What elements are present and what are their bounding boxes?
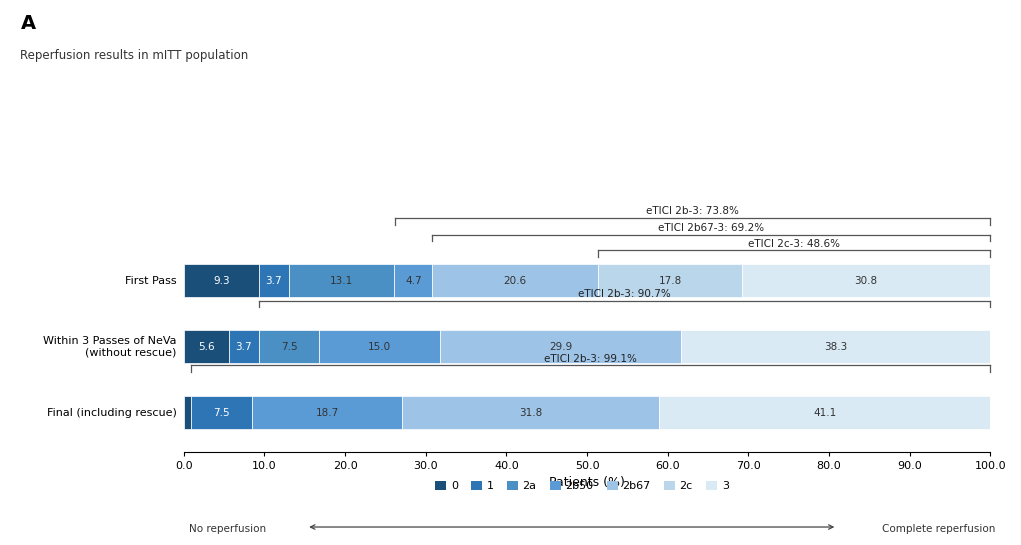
Bar (742, 264, 990, 298)
Text: eTICI 2c-3: 48.6%: eTICI 2c-3: 48.6% (748, 239, 840, 249)
Text: 41.1: 41.1 (813, 408, 836, 418)
Bar (258, 330, 320, 364)
Text: 20.6: 20.6 (503, 276, 527, 286)
Text: 7.5: 7.5 (281, 342, 297, 352)
Text: 18.7: 18.7 (315, 408, 339, 418)
Text: 31.8: 31.8 (519, 408, 542, 418)
Text: Complete reperfusion: Complete reperfusion (882, 524, 995, 534)
Text: 13.1: 13.1 (330, 276, 353, 286)
Bar (184, 264, 258, 298)
Text: eTICI 2b-3: 73.8%: eTICI 2b-3: 73.8% (646, 207, 739, 216)
Bar (432, 264, 598, 298)
Text: 3.7: 3.7 (265, 276, 282, 286)
Text: eTICI 2b-3: 90.7%: eTICI 2b-3: 90.7% (578, 289, 671, 299)
Bar (191, 396, 251, 429)
Bar (184, 330, 229, 364)
Legend: 0, 1, 2a, 2b50, 2b67, 2c, 3: 0, 1, 2a, 2b50, 2b67, 2c, 3 (431, 477, 733, 496)
Text: Reperfusion results in mITT population: Reperfusion results in mITT population (20, 49, 249, 62)
Text: 5.6: 5.6 (198, 342, 214, 352)
Bar (320, 330, 440, 364)
Bar (681, 330, 990, 364)
Bar (258, 264, 289, 298)
Text: 4.7: 4.7 (405, 276, 422, 286)
Text: 30.8: 30.8 (855, 276, 878, 286)
Bar (251, 396, 402, 429)
Text: eTICI 2b-3: 99.1%: eTICI 2b-3: 99.1% (544, 354, 637, 364)
Text: A: A (20, 14, 36, 33)
Bar (289, 264, 394, 298)
Bar (598, 264, 742, 298)
Text: 15.0: 15.0 (369, 342, 391, 352)
Bar (229, 330, 258, 364)
Text: 9.3: 9.3 (213, 276, 230, 286)
Text: 17.8: 17.8 (659, 276, 682, 286)
Bar (184, 396, 191, 429)
Bar (402, 396, 659, 429)
Text: 29.9: 29.9 (549, 342, 573, 352)
Text: 7.5: 7.5 (213, 408, 230, 418)
Bar (440, 330, 681, 364)
Text: No reperfusion: No reperfusion (189, 524, 266, 534)
Bar (394, 264, 432, 298)
Text: 3.7: 3.7 (236, 342, 252, 352)
Bar (659, 396, 990, 429)
X-axis label: Patients (%): Patients (%) (549, 476, 625, 489)
Text: 38.3: 38.3 (824, 342, 847, 352)
Text: eTICI 2b67-3: 69.2%: eTICI 2b67-3: 69.2% (659, 223, 765, 233)
